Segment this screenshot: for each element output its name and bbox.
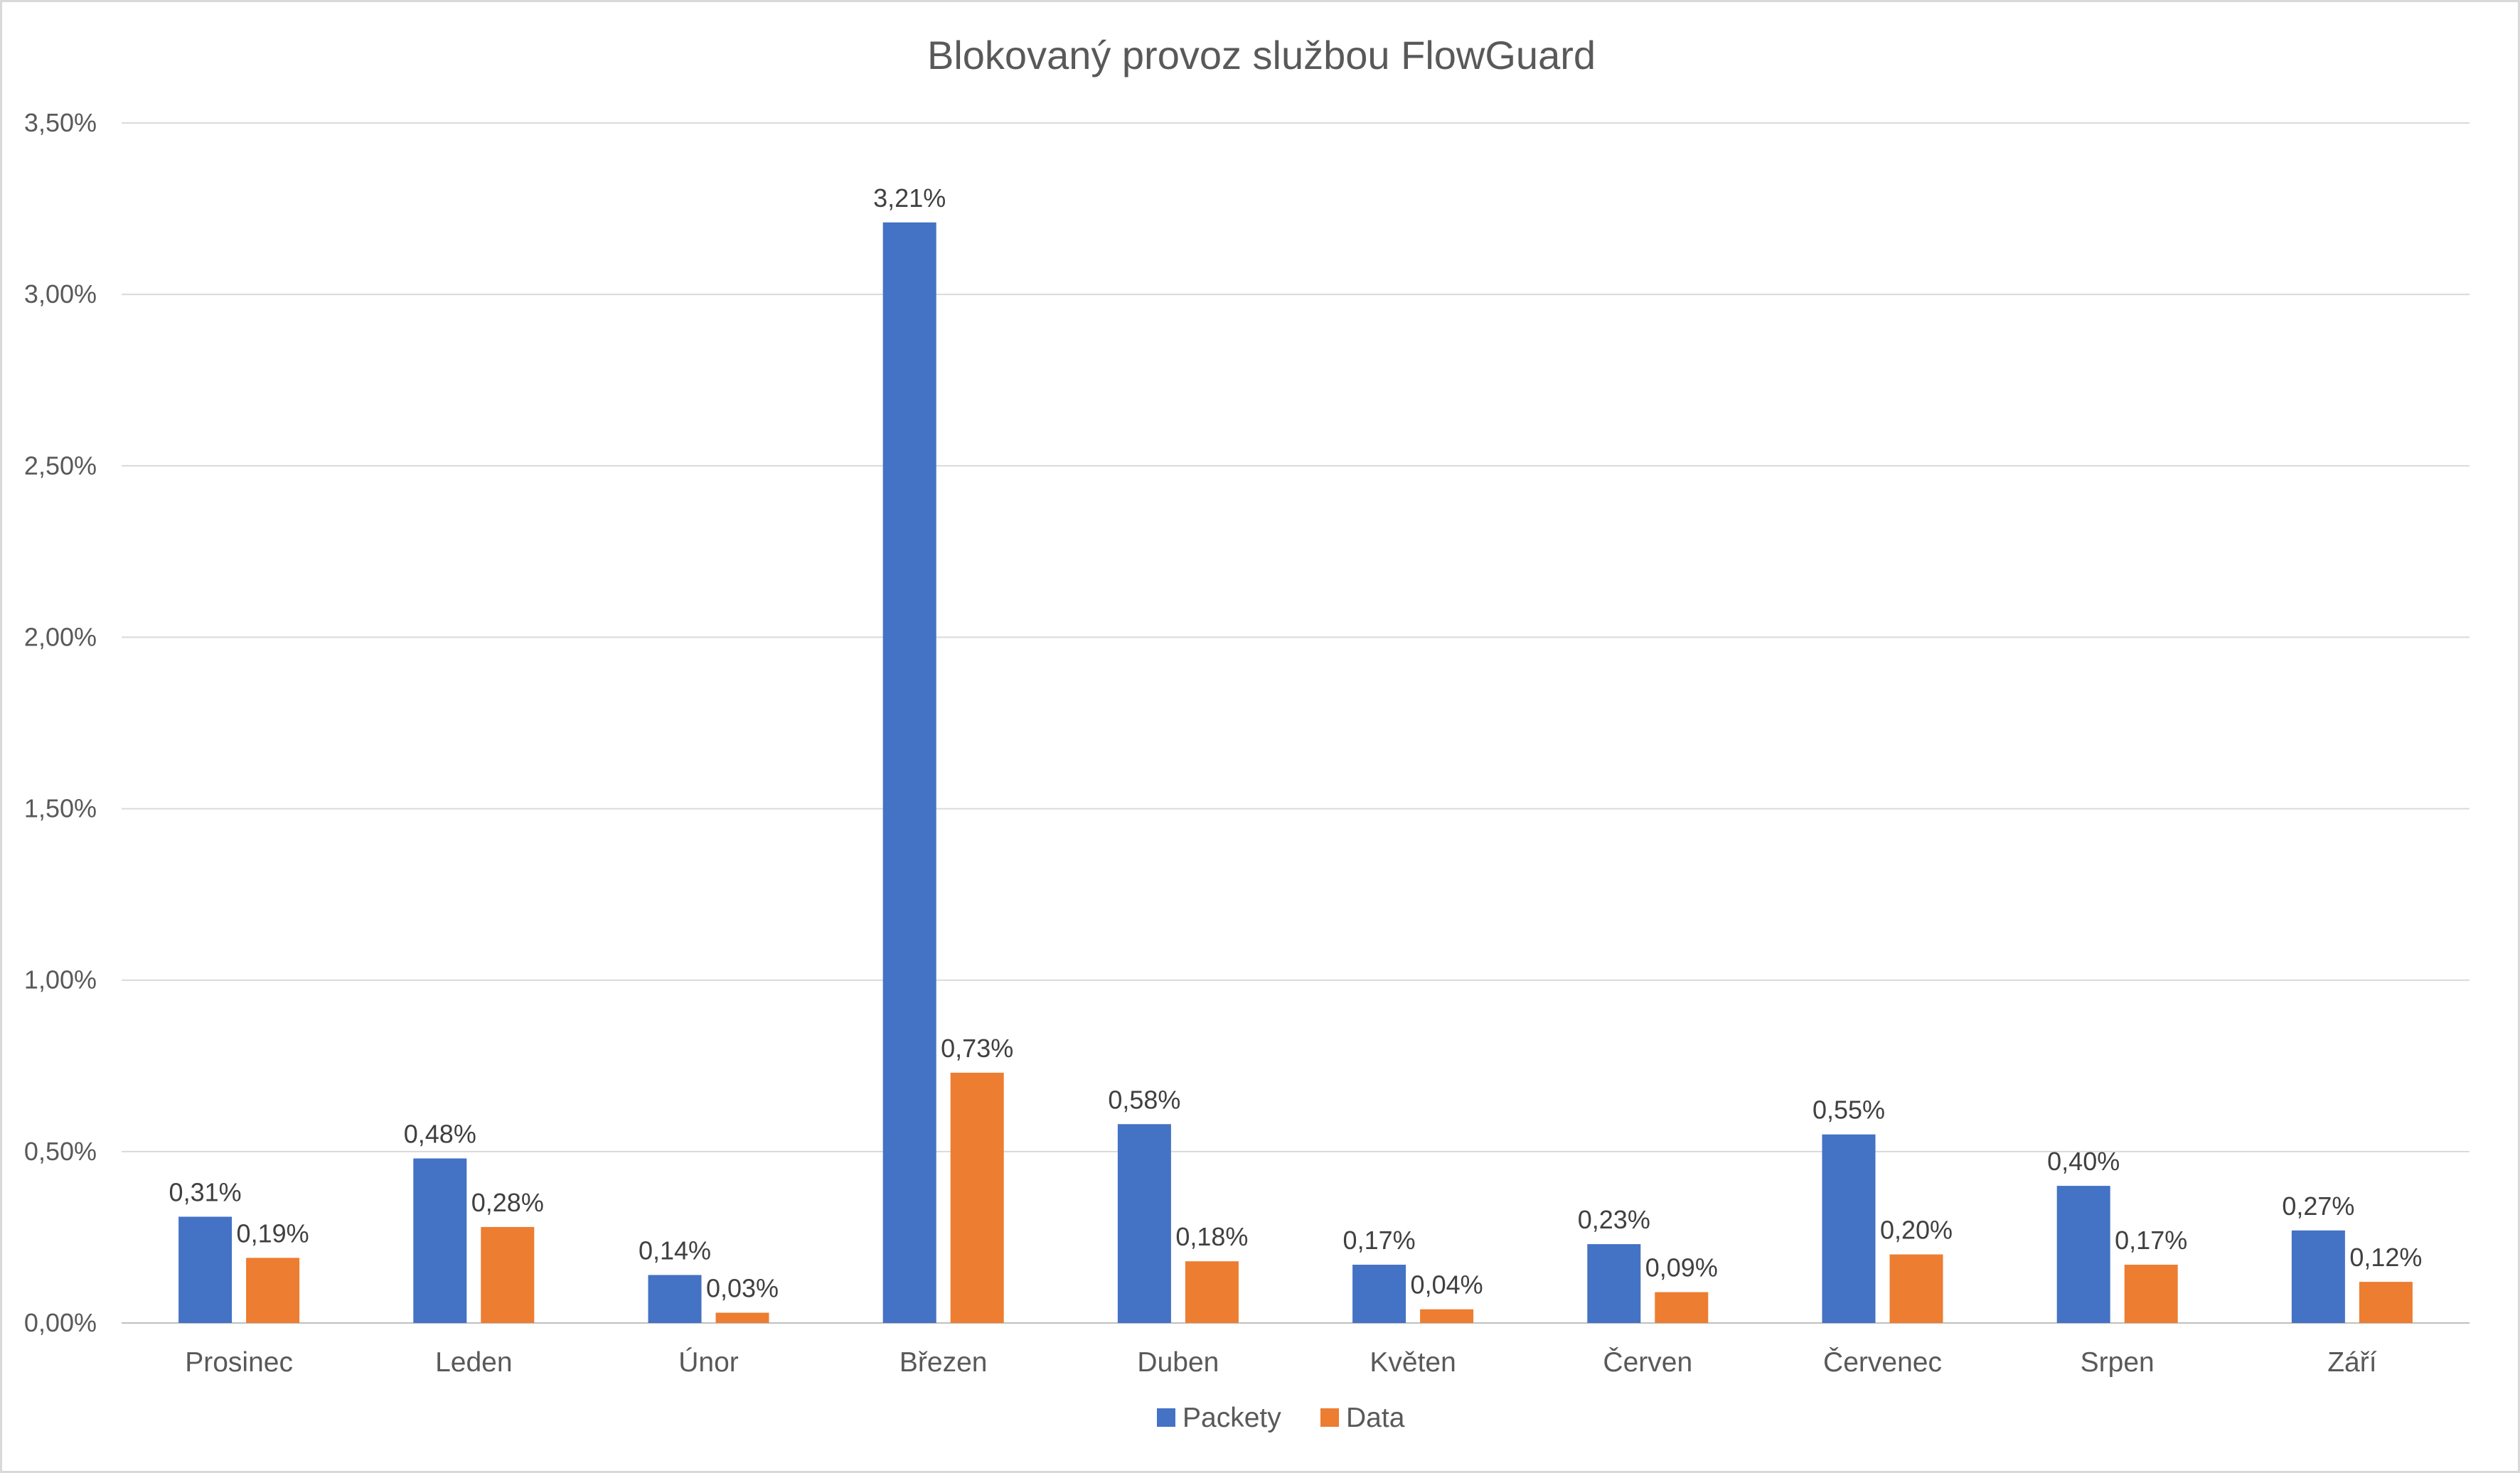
gridlines <box>122 122 2470 1324</box>
x-tick-label: Květen <box>1370 1347 1456 1378</box>
bar-data <box>1185 1261 1239 1323</box>
data-label: 0,17% <box>2115 1226 2187 1255</box>
bar-packety <box>413 1158 467 1323</box>
chart-title: Blokovaný provoz službou FlowGuard <box>927 33 1596 77</box>
bar-data <box>2124 1265 2178 1323</box>
data-label: 0,20% <box>1880 1216 1953 1245</box>
x-tick-label: Prosinec <box>185 1347 293 1378</box>
data-label: 0,23% <box>1578 1205 1650 1234</box>
y-tick-label: 1,00% <box>24 965 97 995</box>
data-label: 0,28% <box>471 1188 544 1217</box>
data-label: 0,58% <box>1108 1085 1180 1114</box>
data-label: 0,73% <box>941 1034 1013 1063</box>
bar-data <box>2359 1282 2413 1323</box>
bar-packety <box>1822 1134 1876 1323</box>
legend-swatch-data <box>1320 1408 1339 1427</box>
data-label: 0,04% <box>1411 1270 1483 1300</box>
legend-swatch-packety <box>1157 1408 1175 1427</box>
bar-data <box>1420 1309 1474 1323</box>
data-label: 0,09% <box>1645 1253 1718 1282</box>
bar-packety <box>1352 1265 1406 1323</box>
y-tick-label: 2,00% <box>24 622 97 651</box>
x-tick-label: Březen <box>899 1347 988 1378</box>
bar-data <box>715 1312 769 1323</box>
x-tick-label: Únor <box>678 1347 739 1378</box>
data-label: 0,18% <box>1175 1222 1248 1251</box>
bar-data <box>246 1258 300 1323</box>
y-tick-label: 1,50% <box>24 794 97 823</box>
y-tick-label: 3,50% <box>24 108 97 137</box>
legend-label: Packety <box>1182 1403 1281 1433</box>
data-label: 0,48% <box>404 1120 476 1149</box>
x-tick-label: Červen <box>1603 1346 1692 1378</box>
bar-packety <box>2056 1186 2110 1323</box>
bar-packety <box>648 1275 702 1323</box>
bar-data <box>481 1226 535 1323</box>
bar-packety <box>178 1216 233 1323</box>
legend-label: Data <box>1346 1403 1405 1433</box>
y-tick-label: 3,00% <box>24 279 97 309</box>
bar-packety <box>1117 1124 1171 1323</box>
data-label: 0,19% <box>237 1218 309 1248</box>
bar-data <box>1889 1254 1943 1323</box>
data-label: 0,17% <box>1343 1226 1416 1255</box>
data-label: 0,27% <box>2282 1191 2354 1221</box>
y-tick-label: 0,50% <box>24 1137 97 1166</box>
x-tick-label: Leden <box>435 1347 512 1378</box>
data-label: 0,31% <box>169 1177 242 1206</box>
data-labels: 0,31% 0,19% 0,48% 0,28% 0,14% 0,03% 3,21% 0,73%… <box>169 183 2423 1303</box>
bar-packety <box>882 222 936 1324</box>
data-label: 0,14% <box>639 1236 711 1265</box>
x-tick-label: Duben <box>1137 1347 1219 1378</box>
data-label: 0,40% <box>2047 1147 2120 1176</box>
x-tick-label: Září <box>2327 1347 2377 1378</box>
legend: Packety Data <box>1157 1403 1405 1433</box>
data-label: 0,12% <box>2349 1243 2422 1272</box>
y-axis-ticks: 0,00% 0,50% 1,00% 1,50% 2,00% 2,50% 3,00% 3,50% <box>24 108 97 1337</box>
bar-packety <box>1587 1244 1641 1323</box>
y-tick-label: 2,50% <box>24 451 97 480</box>
x-tick-label: Srpen <box>2081 1347 2155 1378</box>
data-label: 3,21% <box>873 183 946 213</box>
bar-data <box>1655 1292 1709 1323</box>
data-label: 0,55% <box>1812 1096 1885 1125</box>
bar-data <box>950 1072 1004 1323</box>
y-tick-label: 0,00% <box>24 1308 97 1337</box>
bars <box>178 222 2413 1324</box>
x-axis-ticks: Prosinec Leden Únor Březen Duben Květen Červen… <box>185 1346 2376 1378</box>
x-tick-label: Červenec <box>1823 1346 1942 1378</box>
bar-packety <box>2291 1230 2345 1323</box>
data-label: 0,03% <box>706 1274 779 1303</box>
